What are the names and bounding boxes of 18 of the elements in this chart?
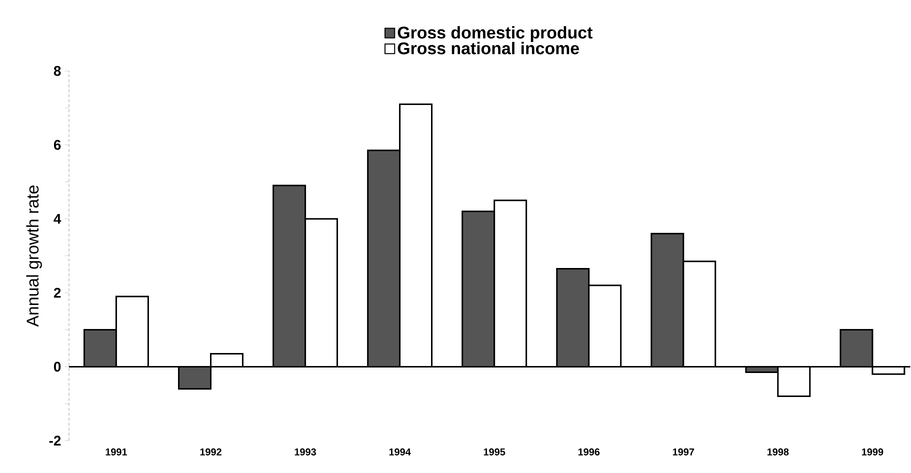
legend-label: Gross national income <box>398 42 579 55</box>
x-tick-label: 1993 <box>294 448 316 456</box>
x-tick-label: 1996 <box>578 448 600 456</box>
x-tick-label: 1991 <box>106 448 128 456</box>
y-tick-label: -2 <box>49 436 61 446</box>
y-tick-label: 6 <box>54 140 61 150</box>
y-tick-label: 2 <box>54 288 61 298</box>
y-tick-label: 0 <box>54 362 61 372</box>
x-tick-label: 1998 <box>767 448 789 456</box>
x-tick-label: 1999 <box>862 448 884 456</box>
x-tick-label: 1992 <box>200 448 222 456</box>
y-axis-title: Annual growth rate <box>26 186 42 327</box>
x-tick-label: 1997 <box>672 448 694 456</box>
legend-label: Gross domestic product <box>398 26 592 42</box>
x-tick-label: 1995 <box>484 448 506 456</box>
y-tick-label: 4 <box>54 214 62 224</box>
x-tick-label: 1994 <box>389 448 411 456</box>
y-tick-label: 8 <box>54 66 61 76</box>
